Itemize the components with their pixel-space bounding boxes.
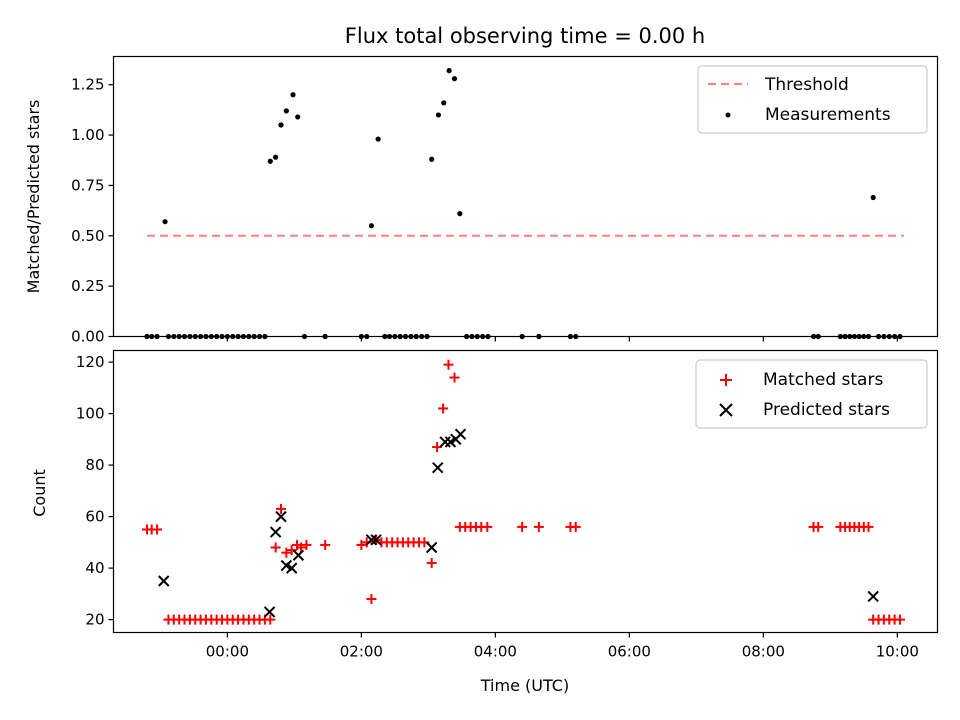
matched-star-point xyxy=(320,539,331,550)
matched-star-point xyxy=(449,372,460,383)
measurement-point xyxy=(273,154,279,160)
matched-star-point xyxy=(426,557,437,568)
bottom-y-axis-label: Count xyxy=(30,469,49,517)
measurement-point xyxy=(375,136,381,142)
top-legend-box xyxy=(697,65,928,134)
bottom-y-tick-label: 120 xyxy=(76,353,105,371)
measurement-point xyxy=(441,100,447,106)
top-y-tick-label: 0.75 xyxy=(71,176,104,194)
matched-star-point xyxy=(270,542,281,553)
legend-matched-label: Matched stars xyxy=(763,370,883,390)
matched-star-point xyxy=(443,359,454,370)
predicted-star-point xyxy=(426,541,438,554)
measurement-point xyxy=(435,112,442,118)
bottom-y-tick-label: 40 xyxy=(85,559,104,577)
matched-star-point xyxy=(301,539,312,550)
bottom-y-tick-label: 100 xyxy=(76,405,105,423)
top-y-tick-label: 0.00 xyxy=(71,328,104,346)
matched-star-point xyxy=(356,539,367,550)
predicted-star-point xyxy=(365,534,378,546)
matched-star-point xyxy=(894,614,905,625)
top-x-ticks xyxy=(226,336,898,342)
bottom-x-tick-label: 08:00 xyxy=(742,643,785,661)
measurement-point xyxy=(870,194,876,201)
measurement-point xyxy=(278,122,284,128)
measurement-point xyxy=(451,76,458,82)
measurement-point xyxy=(457,211,463,217)
measurement-point xyxy=(283,108,289,114)
matched-star-point xyxy=(286,545,297,556)
bottom-legend-box xyxy=(695,359,928,429)
bottom-x-tick-label: 06:00 xyxy=(608,643,651,661)
bottom-panel: Count Time (UTC) 20 40 60 80 100 120 00:00 02:… xyxy=(30,349,939,695)
predicted-star-point xyxy=(285,562,298,574)
predicted-star-point xyxy=(269,526,282,538)
matched-star-point xyxy=(281,547,292,558)
predicted-star-point xyxy=(867,590,879,603)
matched-star-point xyxy=(265,614,276,625)
predicted-stars-series xyxy=(158,428,879,618)
bottom-x-tick-label: 00:00 xyxy=(206,643,249,661)
measurement-point xyxy=(295,114,301,120)
top-y-tick-label: 0.50 xyxy=(71,227,104,245)
bottom-x-tick-label: 04:00 xyxy=(474,643,517,661)
x-axis-label: Time (UTC) xyxy=(480,676,569,695)
bottom-legend: Matched stars Predicted stars xyxy=(695,359,928,429)
legend-matched-swatch xyxy=(720,374,732,386)
top-y-tick-label: 0.25 xyxy=(71,277,104,295)
top-y-tick-label: 1.25 xyxy=(71,76,104,94)
matched-star-point xyxy=(366,594,377,605)
top-y-tick-label: 1.00 xyxy=(71,126,104,144)
bottom-axes-frame xyxy=(112,349,939,634)
matched-star-point xyxy=(482,521,493,532)
matched-star-point xyxy=(570,521,581,532)
legend-measurements-swatch xyxy=(725,112,731,118)
bottom-x-ticks: 00:00 02:00 04:00 06:00 08:00 10:00 xyxy=(206,632,919,661)
top-y-ticks: 0.00 0.25 0.50 0.75 1.00 1.25 xyxy=(71,76,114,346)
bottom-y-ticks: 20 40 60 80 100 120 xyxy=(76,353,114,629)
predicted-star-point xyxy=(432,461,444,474)
matched-star-point xyxy=(517,521,528,532)
predicted-star-point xyxy=(292,549,305,561)
measurement-point xyxy=(162,219,168,225)
legend-threshold-label: Threshold xyxy=(764,75,849,95)
bottom-x-tick-label: 02:00 xyxy=(340,643,383,661)
measurement-point xyxy=(290,92,296,98)
matched-star-point xyxy=(438,403,449,414)
measurement-point xyxy=(429,156,435,162)
measurement-point xyxy=(368,223,375,229)
bottom-x-tick-label: 10:00 xyxy=(876,643,919,661)
matched-star-point xyxy=(275,503,286,514)
legend-predicted-label: Predicted stars xyxy=(763,400,890,420)
predicted-star-point xyxy=(158,575,170,587)
matched-star-point xyxy=(296,542,307,553)
predicted-star-point xyxy=(370,534,382,546)
matched-star-point xyxy=(813,521,824,532)
bottom-y-tick-label: 80 xyxy=(85,456,104,474)
predicted-star-point xyxy=(275,510,287,523)
matched-stars-series xyxy=(141,359,905,625)
predicted-star-point xyxy=(263,606,276,618)
legend-predicted-swatch xyxy=(719,403,733,417)
legend-measurements-label: Measurements xyxy=(765,105,891,125)
chart-title: Flux total observing time = 0.00 h xyxy=(345,24,705,48)
bottom-y-tick-label: 60 xyxy=(85,508,104,526)
matched-star-point xyxy=(863,521,874,532)
measurement-point xyxy=(267,158,273,164)
predicted-star-point xyxy=(454,428,467,440)
top-panel: Flux total observing time = 0.00 h Match… xyxy=(24,24,939,346)
matched-star-point xyxy=(152,524,163,535)
bottom-y-tick-label: 20 xyxy=(85,611,104,629)
top-axes-frame xyxy=(112,55,939,338)
measurement-point xyxy=(446,68,452,74)
matched-star-point xyxy=(533,521,544,532)
top-y-axis-label: Matched/Predicted stars xyxy=(24,100,43,294)
top-legend: Threshold Measurements xyxy=(697,65,928,134)
